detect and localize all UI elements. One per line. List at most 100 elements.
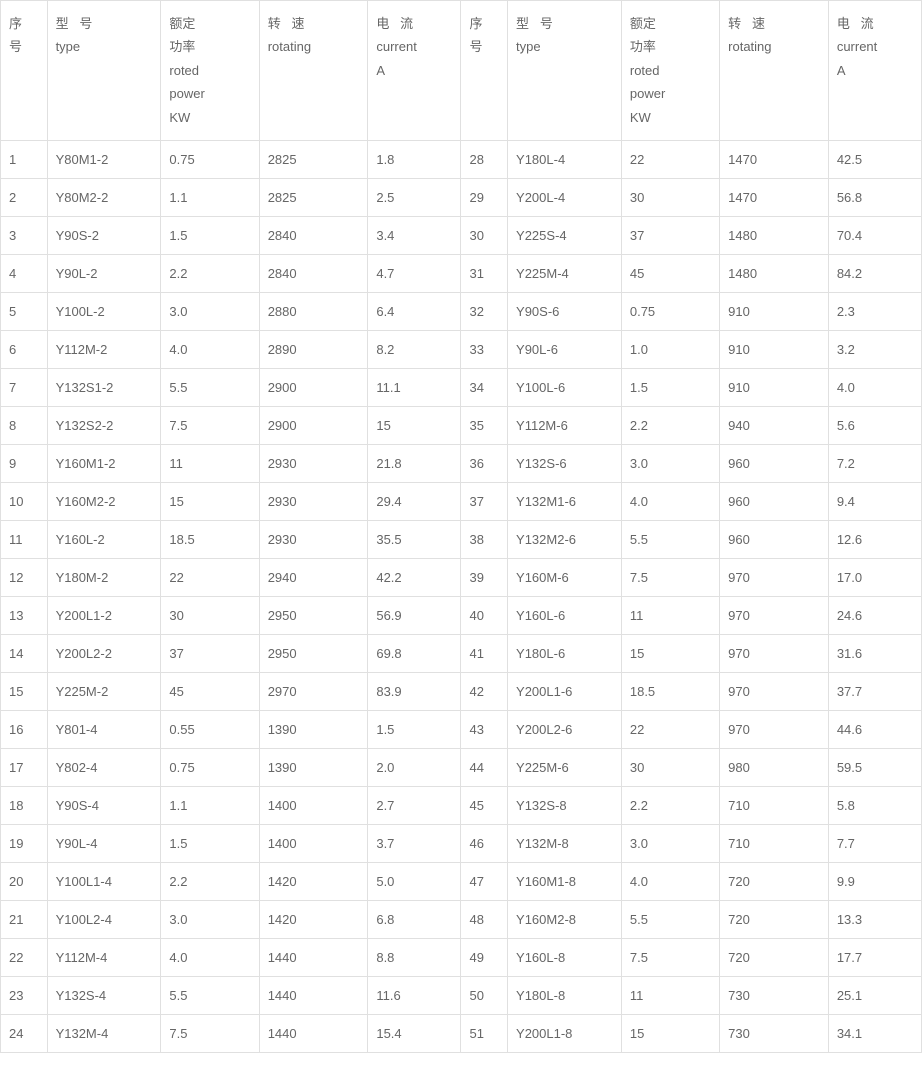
cell-seq: 6: [1, 330, 48, 368]
cell-power: 11: [161, 444, 259, 482]
cell-cur: 4.0: [828, 368, 921, 406]
cell-seq: 9: [1, 444, 48, 482]
cell-power: 18.5: [161, 520, 259, 558]
cell-power: 7.5: [621, 938, 719, 976]
cell-rot: 2840: [259, 216, 368, 254]
cell-seq: 36: [461, 444, 508, 482]
cell-cur: 37.7: [828, 672, 921, 710]
cell-seq: 11: [1, 520, 48, 558]
cell-seq: 20: [1, 862, 48, 900]
cell-power: 22: [621, 140, 719, 178]
col-type: 型 号type: [508, 1, 622, 141]
cell-seq: 17: [1, 748, 48, 786]
cell-seq: 1: [1, 140, 48, 178]
cell-type: Y90S-2: [47, 216, 161, 254]
cell-seq: 4: [1, 254, 48, 292]
cell-rot: 970: [720, 672, 829, 710]
cell-cur: 6.4: [368, 292, 461, 330]
cell-seq: 42: [461, 672, 508, 710]
cell-power: 4.0: [621, 862, 719, 900]
cell-power: 4.0: [161, 938, 259, 976]
cell-power: 37: [161, 634, 259, 672]
cell-seq: 13: [1, 596, 48, 634]
cell-power: 2.2: [621, 406, 719, 444]
cell-type: Y132S-6: [508, 444, 622, 482]
table-row: 4Y90L-22.228404.731Y225M-445148084.2: [1, 254, 922, 292]
cell-type: Y90S-4: [47, 786, 161, 824]
cell-rot: 1470: [720, 178, 829, 216]
cell-power: 4.0: [161, 330, 259, 368]
cell-power: 1.5: [161, 824, 259, 862]
cell-type: Y160M1-2: [47, 444, 161, 482]
cell-seq: 38: [461, 520, 508, 558]
cell-seq: 19: [1, 824, 48, 862]
cell-cur: 12.6: [828, 520, 921, 558]
cell-type: Y160M2-8: [508, 900, 622, 938]
cell-type: Y160L-2: [47, 520, 161, 558]
table-row: 3Y90S-21.528403.430Y225S-437148070.4: [1, 216, 922, 254]
cell-power: 3.0: [161, 900, 259, 938]
cell-rot: 1440: [259, 976, 368, 1014]
cell-type: Y132M2-6: [508, 520, 622, 558]
cell-type: Y160M2-2: [47, 482, 161, 520]
cell-type: Y225M-2: [47, 672, 161, 710]
cell-type: Y160M1-8: [508, 862, 622, 900]
cell-type: Y90L-6: [508, 330, 622, 368]
cell-cur: 1.8: [368, 140, 461, 178]
cell-rot: 710: [720, 824, 829, 862]
cell-power: 2.2: [161, 254, 259, 292]
cell-type: Y225M-6: [508, 748, 622, 786]
cell-type: Y200L1-2: [47, 596, 161, 634]
cell-seq: 37: [461, 482, 508, 520]
cell-seq: 49: [461, 938, 508, 976]
cell-seq: 41: [461, 634, 508, 672]
cell-seq: 3: [1, 216, 48, 254]
cell-seq: 29: [461, 178, 508, 216]
cell-seq: 31: [461, 254, 508, 292]
cell-type: Y132S2-2: [47, 406, 161, 444]
cell-rot: 730: [720, 1014, 829, 1052]
cell-cur: 9.4: [828, 482, 921, 520]
cell-cur: 6.8: [368, 900, 461, 938]
cell-rot: 2970: [259, 672, 368, 710]
cell-rot: 2940: [259, 558, 368, 596]
table-row: 24Y132M-47.5144015.451Y200L1-81573034.1: [1, 1014, 922, 1052]
cell-seq: 32: [461, 292, 508, 330]
cell-type: Y80M1-2: [47, 140, 161, 178]
cell-type: Y112M-2: [47, 330, 161, 368]
cell-rot: 2900: [259, 368, 368, 406]
cell-power: 37: [621, 216, 719, 254]
cell-type: Y132S-8: [508, 786, 622, 824]
cell-rot: 720: [720, 862, 829, 900]
cell-seq: 2: [1, 178, 48, 216]
table-header: 序号 型 号type 额定功率rotedpowerKW 转 速rotating …: [1, 1, 922, 141]
col-seq: 序号: [461, 1, 508, 141]
cell-seq: 33: [461, 330, 508, 368]
col-seq: 序号: [1, 1, 48, 141]
cell-type: Y225S-4: [508, 216, 622, 254]
col-rot: 转 速rotating: [259, 1, 368, 141]
cell-power: 11: [621, 976, 719, 1014]
cell-seq: 51: [461, 1014, 508, 1052]
table-row: 6Y112M-24.028908.233Y90L-61.09103.2: [1, 330, 922, 368]
cell-type: Y180L-8: [508, 976, 622, 1014]
cell-power: 15: [161, 482, 259, 520]
cell-seq: 50: [461, 976, 508, 1014]
cell-seq: 16: [1, 710, 48, 748]
cell-seq: 30: [461, 216, 508, 254]
cell-power: 1.5: [621, 368, 719, 406]
table-row: 9Y160M1-211293021.836Y132S-63.09607.2: [1, 444, 922, 482]
col-power: 额定功率rotedpowerKW: [161, 1, 259, 141]
cell-seq: 24: [1, 1014, 48, 1052]
table-row: 11Y160L-218.5293035.538Y132M2-65.596012.…: [1, 520, 922, 558]
cell-power: 5.5: [621, 900, 719, 938]
cell-seq: 21: [1, 900, 48, 938]
cell-cur: 29.4: [368, 482, 461, 520]
cell-cur: 7.2: [828, 444, 921, 482]
cell-seq: 47: [461, 862, 508, 900]
cell-rot: 1470: [720, 140, 829, 178]
cell-type: Y160M-6: [508, 558, 622, 596]
cell-seq: 18: [1, 786, 48, 824]
cell-seq: 48: [461, 900, 508, 938]
cell-seq: 7: [1, 368, 48, 406]
